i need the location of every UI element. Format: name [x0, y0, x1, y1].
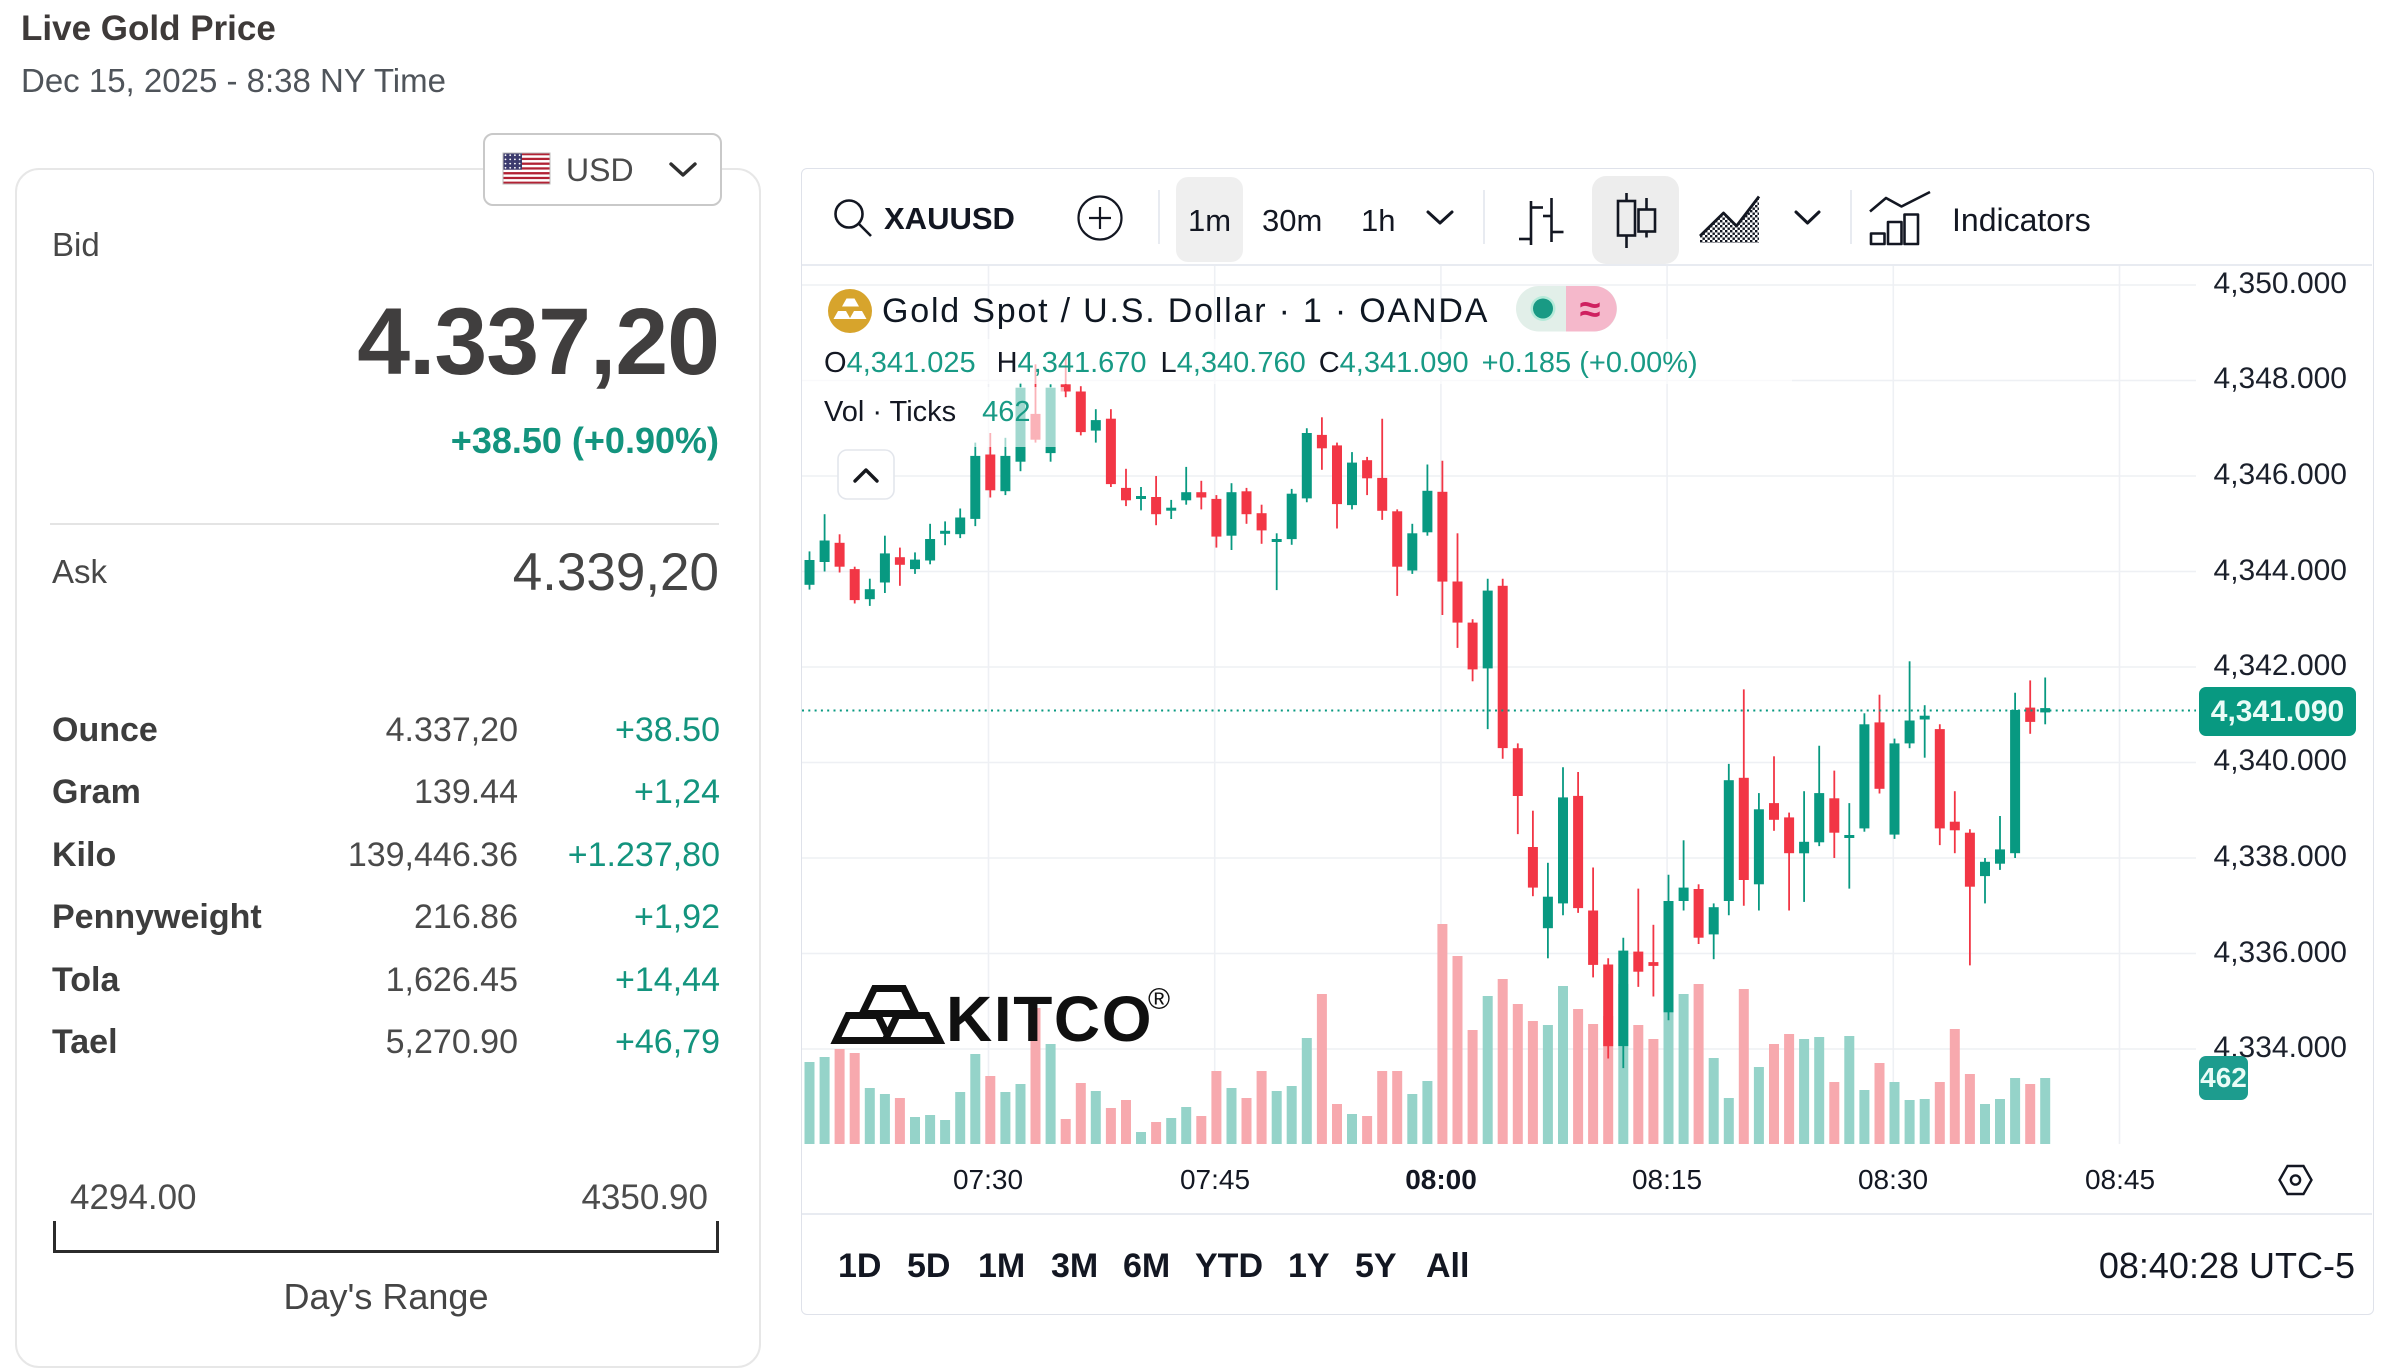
svg-text:KITCO: KITCO — [946, 983, 1150, 1055]
svg-text:≈: ≈ — [1580, 289, 1601, 331]
svg-text:®: ® — [1148, 983, 1170, 1016]
